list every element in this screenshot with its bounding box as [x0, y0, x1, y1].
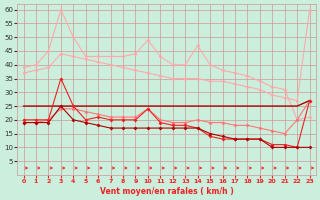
- X-axis label: Vent moyen/en rafales ( km/h ): Vent moyen/en rafales ( km/h ): [100, 187, 234, 196]
